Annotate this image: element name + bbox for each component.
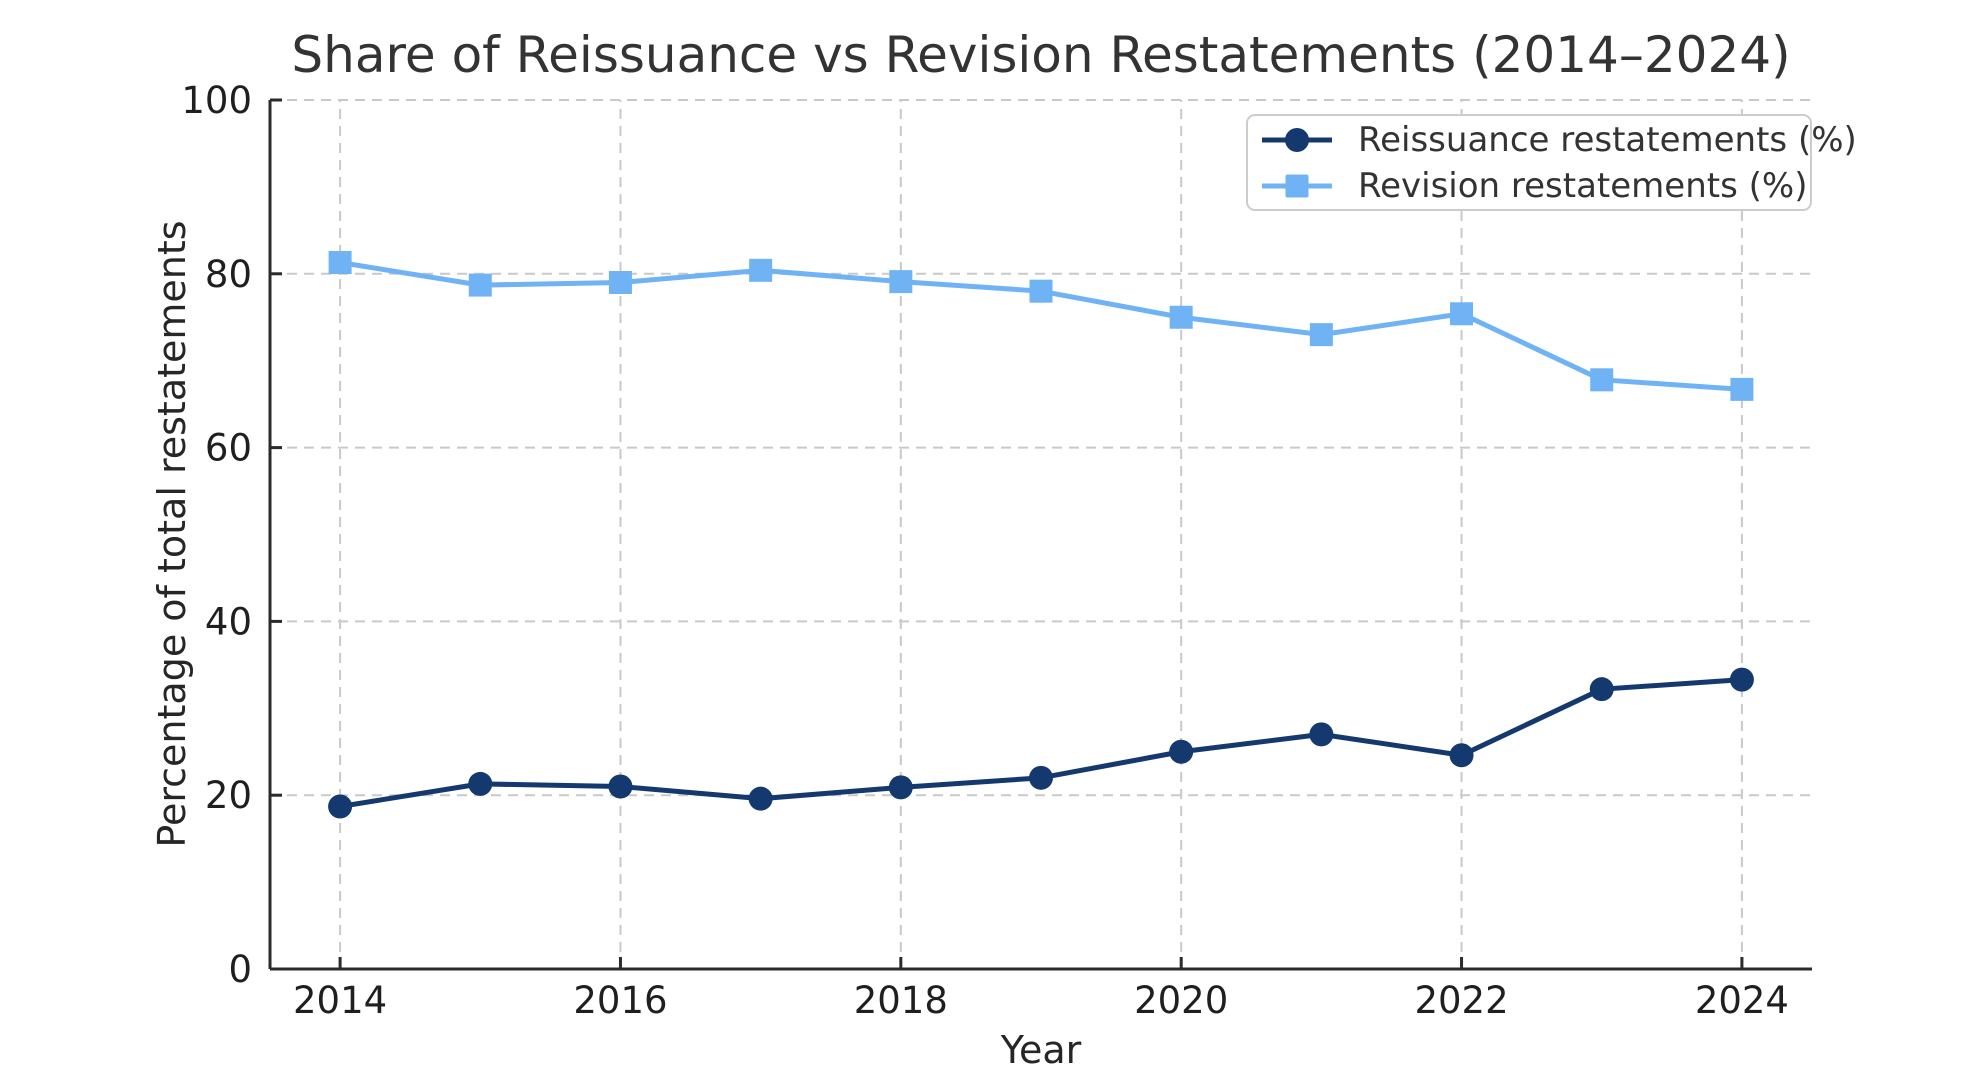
x-axis-label: Year <box>1000 1028 1082 1072</box>
y-tick-label: 40 <box>205 600 252 643</box>
legend-item-revision: Revision restatements (%) <box>1262 165 1810 206</box>
x-tick-label: 2020 <box>1134 979 1228 1022</box>
data-point-marker <box>1729 667 1754 692</box>
data-point-marker <box>1309 323 1333 347</box>
x-tick-label: 2024 <box>1695 979 1789 1022</box>
data-point-marker <box>749 258 773 282</box>
y-tick-label: 80 <box>205 253 252 296</box>
legend-label: Revision restatements (%) <box>1358 165 1808 206</box>
y-tick-label: 20 <box>205 774 252 817</box>
data-point-marker <box>1169 739 1194 764</box>
data-point-marker <box>468 273 492 297</box>
data-point-marker <box>1169 305 1193 329</box>
data-point-marker <box>608 774 633 799</box>
data-point-marker <box>328 794 353 819</box>
data-point-marker <box>1589 677 1614 702</box>
data-point-marker <box>328 251 352 275</box>
data-point-marker <box>1449 743 1474 768</box>
circle-marker-icon <box>1285 127 1309 152</box>
data-point-marker <box>1450 302 1474 326</box>
data-point-marker <box>889 270 913 294</box>
data-point-marker <box>608 270 632 294</box>
x-tick-label: 2018 <box>854 979 948 1022</box>
data-point-marker <box>468 771 493 796</box>
data-point-marker <box>1029 765 1053 790</box>
data-point-marker <box>1590 368 1614 392</box>
data-point-marker <box>1309 722 1334 747</box>
y-tick-label: 60 <box>205 427 252 470</box>
data-point-marker <box>888 775 913 800</box>
legend: Reissuance restatements (%) Revision res… <box>1246 114 1857 211</box>
square-marker-icon <box>1285 174 1309 197</box>
y-axis-label: Percentage of total restatements <box>150 220 194 848</box>
y-tick-label: 100 <box>181 79 252 122</box>
data-point-marker <box>1029 279 1053 303</box>
data-point-marker <box>748 786 773 811</box>
data-point-marker <box>1730 377 1754 401</box>
legend-item-reissuance: Reissuance restatements (%) <box>1262 120 1857 160</box>
chart-title: Share of Reissuance vs Revision Restatem… <box>291 26 1791 84</box>
x-tick-label: 2014 <box>293 979 387 1022</box>
x-tick-label: 2016 <box>573 979 667 1022</box>
x-tick-label: 2022 <box>1414 979 1508 1022</box>
legend-sample-line-square <box>1262 168 1332 204</box>
legend-sample-line-circle <box>1262 122 1332 158</box>
y-tick-label: 0 <box>228 948 252 991</box>
legend-label: Reissuance restatements (%) <box>1358 119 1857 160</box>
